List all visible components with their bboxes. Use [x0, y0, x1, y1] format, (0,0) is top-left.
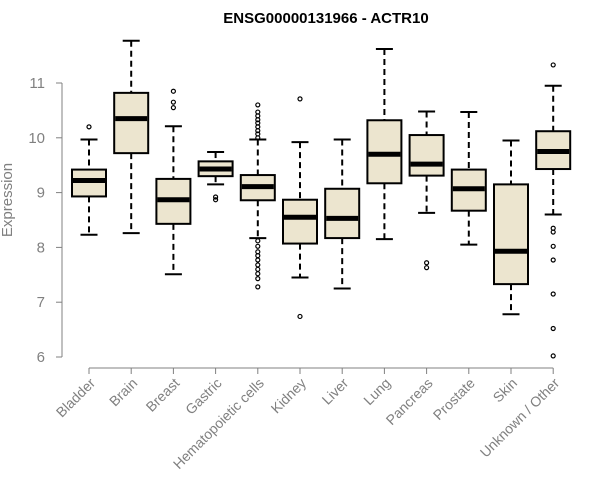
x-tick-label: Breast — [143, 375, 183, 415]
box-group — [408, 110, 445, 271]
outlier-point — [550, 325, 556, 332]
outlier-point — [255, 271, 261, 277]
outlier-point — [255, 102, 261, 108]
x-tick-label: Liver — [319, 375, 352, 408]
outlier-point — [255, 284, 261, 290]
y-tick-label: 11 — [29, 75, 45, 92]
outlier-point — [170, 99, 176, 105]
box-group — [239, 102, 276, 290]
outlier-point — [550, 353, 556, 359]
box-group — [493, 139, 529, 316]
outlier-point — [86, 124, 92, 130]
y-tick-label: 10 — [28, 130, 45, 147]
x-tick-label: Kidney — [268, 375, 310, 417]
box — [493, 183, 529, 286]
outlier-point — [255, 257, 261, 263]
x-tick-label: Bladder — [53, 375, 99, 421]
outlier-point — [255, 276, 261, 282]
outlier-point — [255, 109, 261, 115]
outlier-point — [255, 262, 261, 268]
outlier-point — [297, 313, 303, 320]
outlier-point — [170, 105, 176, 111]
x-tick-label: Brain — [106, 375, 140, 409]
x-tick-label: Lung — [360, 375, 393, 408]
x-tick-label: Prostate — [430, 375, 478, 423]
box-group — [366, 48, 403, 241]
outlier-point — [550, 291, 556, 297]
outlier-point — [255, 120, 261, 126]
y-axis-label: Expression — [0, 163, 16, 237]
outlier-point — [170, 88, 176, 94]
box-group — [197, 151, 234, 203]
outlier-point — [213, 197, 219, 203]
box-group — [71, 124, 107, 236]
y-tick-label: 7 — [37, 294, 45, 311]
outlier-point — [255, 266, 261, 272]
outlier-point — [550, 229, 556, 235]
box-group — [535, 62, 572, 359]
box — [324, 187, 361, 240]
box — [113, 91, 150, 155]
outlier-point — [550, 257, 556, 263]
outlier-point — [424, 265, 430, 271]
outlier-point — [255, 238, 261, 244]
box-group — [113, 39, 150, 235]
box-group — [324, 138, 361, 290]
outlier-point — [424, 260, 430, 266]
box — [408, 134, 445, 177]
boxes — [71, 39, 572, 359]
outlier-point — [297, 96, 303, 102]
box-group — [155, 88, 192, 276]
outlier-point — [550, 62, 556, 68]
x-tick-label: Unknown / Other — [477, 375, 563, 461]
x-tick-label: Pancreas — [383, 375, 436, 428]
y-axis: 6 7 8 9 10 11 — [28, 75, 63, 366]
x-tick-label: Skin — [490, 375, 521, 406]
box-group — [450, 111, 487, 246]
y-tick-label: 9 — [37, 185, 45, 202]
outlier-point — [255, 243, 261, 249]
box-group — [282, 96, 318, 320]
box — [282, 198, 318, 245]
chart-title: ENSG00000131966 - ACTR10 — [223, 10, 428, 27]
y-tick-label: 8 — [37, 239, 45, 256]
y-tick-label: 6 — [37, 349, 45, 366]
outlier-point — [213, 194, 219, 200]
outlier-point — [550, 243, 556, 249]
outlier-point — [255, 131, 261, 137]
